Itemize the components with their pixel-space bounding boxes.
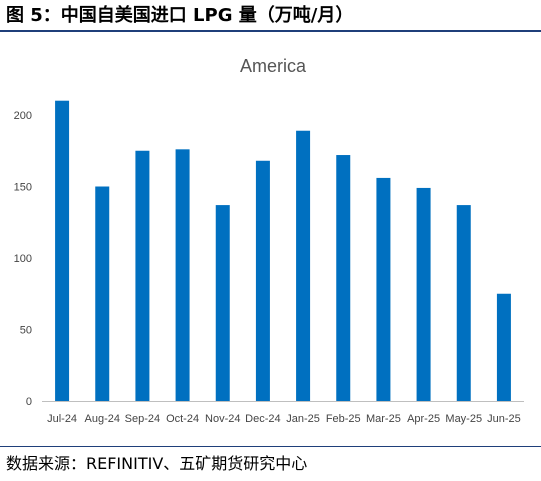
chart-title: America (240, 56, 307, 76)
bar-apr-25 (416, 187, 431, 401)
y-tick-label: 150 (14, 182, 32, 194)
bar-jul-24 (55, 100, 70, 401)
bar-aug-24 (95, 186, 110, 401)
x-tick-label: Sep-24 (125, 413, 160, 425)
x-tick-label: Apr-25 (407, 413, 440, 425)
x-tick-label: Mar-25 (366, 413, 401, 425)
top-divider (0, 30, 541, 32)
bar-dec-24 (255, 160, 270, 401)
x-tick-label: Jan-25 (286, 413, 320, 425)
bar-may-25 (456, 205, 471, 401)
bar-jan-25 (296, 130, 311, 401)
y-tick-label: 0 (26, 396, 32, 408)
y-tick-label: 200 (14, 110, 32, 122)
bar-mar-25 (376, 177, 391, 401)
source-note: 数据来源：REFINITIV、五矿期货研究中心 (6, 454, 308, 473)
x-tick-label: Nov-24 (205, 413, 240, 425)
bar-nov-24 (215, 205, 230, 401)
x-tick-label: Dec-24 (245, 413, 280, 425)
x-tick-label: May-25 (445, 413, 482, 425)
bar-oct-24 (175, 149, 190, 401)
x-tick-label: Oct-24 (166, 413, 199, 425)
bar-sep-24 (135, 150, 150, 401)
x-tick-label: Feb-25 (326, 413, 361, 425)
x-tick-label: Jul-24 (47, 413, 77, 425)
x-tick-label: Aug-24 (85, 413, 120, 425)
bars (55, 100, 511, 401)
bar-feb-25 (336, 155, 351, 401)
x-tick-label: Jun-25 (487, 413, 521, 425)
y-tick-label: 50 (20, 325, 32, 337)
y-tick-label: 100 (14, 253, 32, 265)
figure-title: 图 5：中国自美国进口 LPG 量（万吨/月） (6, 5, 354, 26)
bottom-divider (0, 446, 541, 447)
bar-jun-25 (496, 293, 511, 401)
bar-chart: America 0 50 100 150 200 Jul-24 Aug-24 Sep-24 O… (14, 56, 524, 425)
x-axis-ticks: Jul-24 Aug-24 Sep-24 Oct-24 Nov-24 Dec-24 Jan-… (47, 413, 521, 425)
y-axis-ticks: 0 50 100 150 200 (14, 110, 32, 408)
